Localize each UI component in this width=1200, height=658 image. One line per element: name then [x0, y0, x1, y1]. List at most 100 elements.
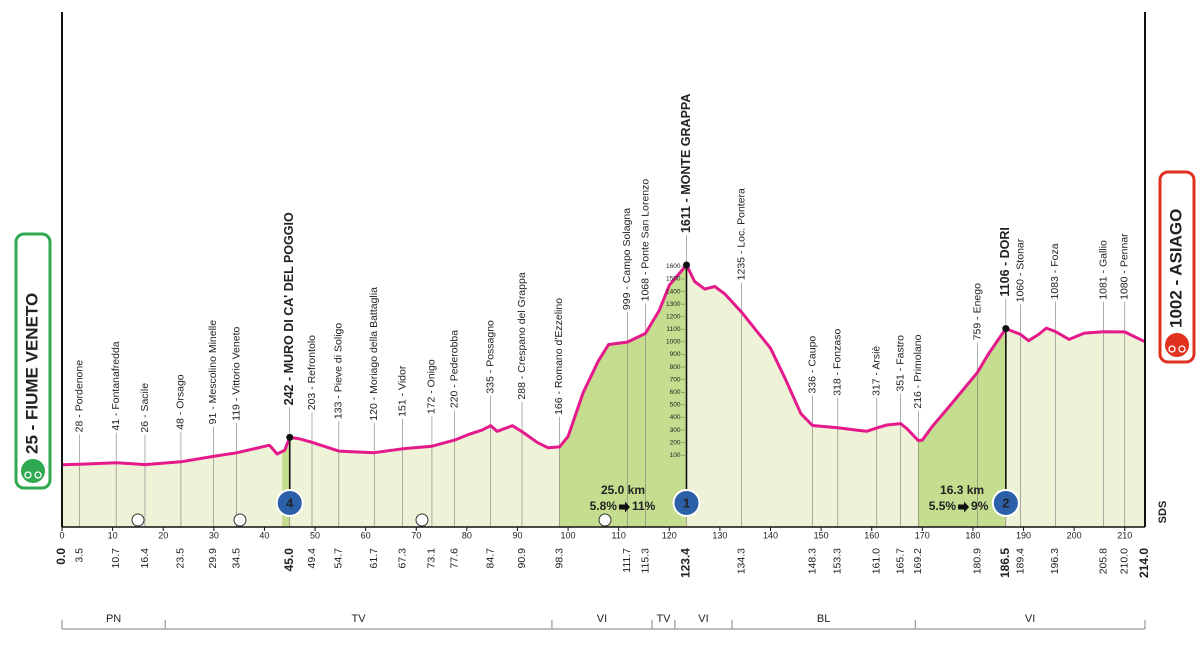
altitude-tick-label: 200: [670, 439, 681, 446]
route-icon: [415, 513, 429, 527]
km-label: 153.3: [832, 548, 844, 574]
route-icon: [598, 513, 612, 527]
km-label: 186.5: [998, 548, 1012, 578]
waypoint-label: 220 - Pederobba: [448, 330, 460, 408]
altitude-tick-label: 100: [670, 452, 681, 459]
waypoint-label: 1081 - Gallio: [1097, 240, 1109, 300]
side-label: SDS: [1157, 501, 1169, 524]
waypoint-label: 28 - Pordenone: [73, 360, 85, 433]
climb-avg: 5.5%: [929, 499, 957, 513]
x-tick-label: 10: [108, 530, 118, 540]
altitude-tick-label: 900: [670, 351, 681, 358]
km-label: 111.7: [621, 548, 633, 573]
x-tick-label: 60: [361, 530, 371, 540]
km-label: 16.4: [139, 548, 151, 569]
route-icons: [131, 513, 612, 527]
altitude-tick-label: 400: [670, 414, 681, 421]
finish-icon-wheel: [1178, 345, 1186, 353]
km-label: 196.3: [1049, 548, 1061, 574]
x-tick-label: 170: [915, 530, 930, 540]
finish-banner: [1158, 170, 1196, 364]
climb-badge: [672, 489, 701, 517]
x-tick-label: 40: [259, 530, 269, 540]
start-icon-wheel: [34, 471, 42, 479]
climb-max: 11%: [632, 499, 656, 513]
climb-length: 25.0 km: [601, 483, 645, 497]
km-label: 84.7: [484, 548, 496, 569]
km-label: 10.7: [110, 548, 122, 569]
x-tick-label: 210: [1117, 530, 1132, 540]
km-label: 169.2: [912, 548, 924, 574]
km-label: 161.0: [871, 548, 883, 574]
km-label: 214.0: [1137, 548, 1151, 578]
climb-badge: [275, 489, 304, 517]
altitude-tick-label: 1600: [666, 263, 681, 270]
x-tick-label: 0: [59, 530, 64, 540]
km-label: 148.3: [806, 548, 818, 574]
climb-length: 16.3 km: [940, 483, 984, 497]
waypoint-label: 1083 - Foza: [1049, 243, 1061, 299]
km-label: 45.0: [282, 548, 296, 572]
start-label: 25 - FIUME VENETO: [22, 293, 41, 454]
km-label: 3.5: [73, 548, 85, 563]
km-label: 23.5: [175, 548, 187, 569]
x-tick-label: 90: [512, 530, 522, 540]
altitude-tick-label: 300: [670, 427, 681, 434]
waypoint-label: 1068 - Ponte San Lorenzo: [639, 179, 651, 302]
km-label: 54.7: [333, 548, 345, 569]
x-tick-label: 50: [310, 530, 320, 540]
climb-badge: [991, 489, 1020, 517]
x-tick-label: 120: [662, 530, 677, 540]
x-tick-label: 140: [763, 530, 778, 540]
waypoint-label: 288 - Crespano del Grappa: [516, 272, 528, 399]
province-label: VI: [597, 613, 607, 625]
waypoint-label: 203 - Refrontolo: [306, 335, 318, 410]
altitude-tick-label: 800: [670, 364, 681, 371]
altitude-tick-label: 500: [670, 402, 681, 409]
climb-max: 9%: [971, 499, 989, 513]
finish-icon: [1165, 333, 1189, 357]
km-label: 77.6: [448, 548, 460, 569]
waypoint-label: 151 - Vidor: [396, 365, 408, 417]
waypoint-label: 999 - Campo Solagna: [621, 208, 633, 310]
km-label: 34.5: [230, 548, 242, 569]
km-label: 98.3: [553, 548, 565, 569]
waypoint-label: 91 - Mescolino Minelle: [207, 320, 219, 425]
km-label: 115.3: [639, 548, 651, 574]
altitude-tick-label: 1100: [667, 326, 681, 333]
x-tick-label: 100: [561, 530, 576, 540]
province-label: PN: [106, 613, 121, 625]
x-tick-label: 80: [462, 530, 472, 540]
start-banner: [14, 232, 52, 490]
summit-label: 242 - MURO DI CA' DEL POGGIO: [282, 212, 296, 405]
waypoint-label: 351 - Fastro: [894, 335, 906, 392]
finish-label: 1002 - ASIAGO: [1166, 209, 1185, 328]
x-tick-label: 190: [1016, 530, 1031, 540]
start-icon-wheel: [24, 471, 32, 479]
waypoint-label: 26 - Sacile: [139, 383, 151, 433]
x-tick-label: 160: [864, 530, 879, 540]
km-label: 165.7: [894, 548, 906, 574]
start-icon: [21, 459, 45, 483]
waypoint-label: 1080 - Pennar: [1119, 233, 1131, 300]
altitude-tick-label: 1300: [666, 301, 681, 308]
climb-arrow: [618, 501, 630, 513]
waypoint-label: 216 - Primolano: [912, 334, 924, 408]
x-tick-label: 130: [712, 530, 727, 540]
climb-category: 4: [286, 495, 294, 510]
x-tick-label: 70: [411, 530, 421, 540]
altitude-tick-label: 1200: [666, 313, 681, 320]
waypoint-label: 335 - Possagno: [484, 320, 496, 394]
km-label: 49.4: [306, 548, 318, 569]
altitude-tick-label: 1400: [666, 288, 681, 295]
climb-avg: 5.8%: [590, 499, 618, 513]
waypoint-label: 133 - Pieve di Soligo: [333, 323, 345, 419]
km-label: 73.1: [426, 548, 438, 569]
x-tick-label: 20: [158, 530, 168, 540]
altitude-tick-label: 1000: [666, 339, 681, 346]
province-label: VI: [698, 613, 708, 625]
finish-icon-wheel: [1168, 345, 1176, 353]
waypoint-label: 41 - Fontanafredda: [110, 341, 122, 430]
x-tick-label: 180: [965, 530, 980, 540]
